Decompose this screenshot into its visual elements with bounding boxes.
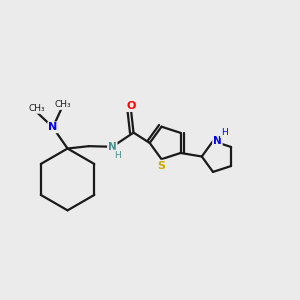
- Text: S: S: [158, 161, 166, 171]
- Text: N: N: [48, 122, 58, 132]
- Text: CH₃: CH₃: [28, 104, 45, 113]
- Text: H: H: [114, 151, 121, 160]
- Text: CH₃: CH₃: [55, 100, 71, 109]
- Text: O: O: [127, 101, 136, 111]
- Text: N: N: [213, 136, 222, 146]
- Text: H: H: [221, 128, 228, 137]
- Text: N: N: [108, 142, 117, 152]
